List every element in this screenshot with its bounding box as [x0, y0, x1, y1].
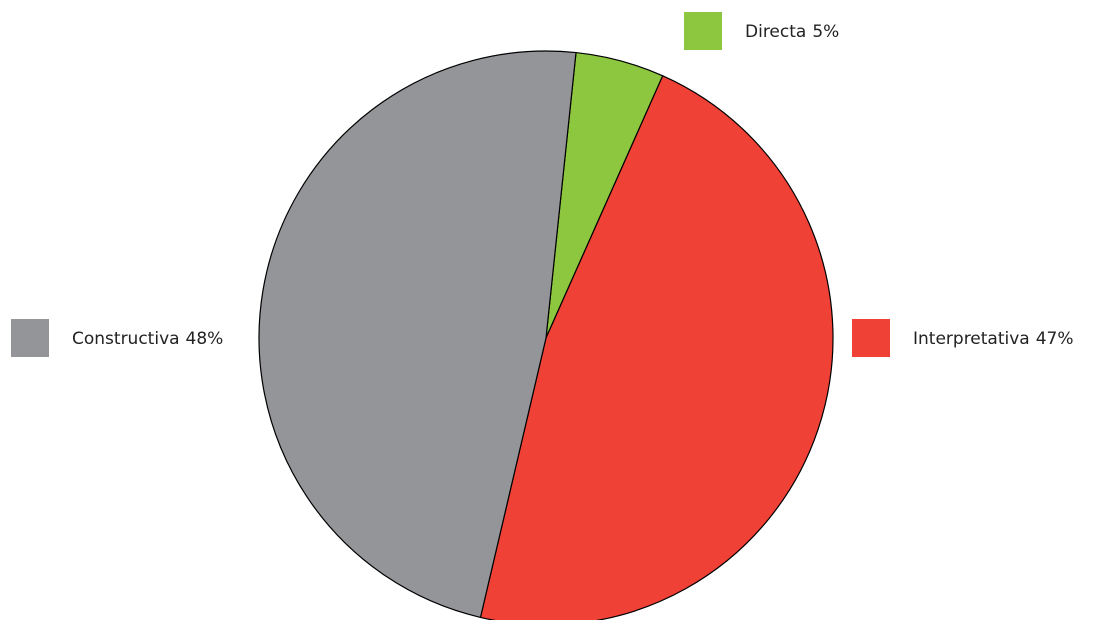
legend-category: Directa [745, 22, 806, 42]
pie-slice [258, 50, 577, 619]
pie-slice [479, 75, 834, 620]
legend-category: Interpretativa [913, 329, 1030, 349]
legend-label: Directa 5% [745, 22, 839, 42]
legend-value: 47% [1036, 329, 1074, 349]
legend-value: 48% [186, 329, 224, 349]
legend-label: Interpretativa 47% [913, 329, 1074, 349]
legend-category: Constructiva [72, 329, 180, 349]
legend-value: 5% [812, 22, 839, 42]
legend-swatch [684, 12, 722, 50]
legend-swatch [852, 319, 890, 357]
legend-label: Constructiva 48% [72, 329, 223, 349]
legend-swatch [11, 319, 49, 357]
